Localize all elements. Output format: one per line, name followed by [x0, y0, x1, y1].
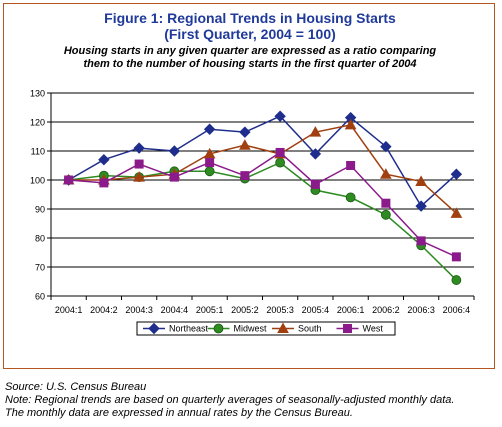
south-data-point	[450, 207, 463, 218]
x-tick-label: 2006:2	[372, 305, 400, 315]
south-series-line	[68, 124, 457, 214]
northeast-data-point	[168, 145, 181, 157]
northeast-data-point	[133, 142, 145, 154]
midwest-data-point	[345, 192, 356, 203]
northeast-series-line	[68, 115, 457, 208]
west-data-point	[451, 252, 461, 262]
west-data-point	[169, 172, 179, 182]
midwest-data-point	[204, 166, 215, 177]
figure-frame: Figure 1: Regional Trends in Housing Sta…	[3, 3, 495, 369]
note-line2: The monthly data are expressed in annual…	[5, 407, 353, 419]
chart-title: Figure 1: Regional Trends in Housing Sta…	[104, 10, 396, 26]
south-data-point	[380, 168, 392, 179]
x-tick-label: 2004:1	[55, 305, 83, 315]
west-data-point	[134, 159, 144, 169]
chart-subtitle-line2: them to the number of housing starts in …	[83, 58, 417, 70]
midwest-data-point	[380, 209, 391, 220]
y-tick-label: 130	[30, 89, 45, 99]
x-tick-label: 2004:4	[161, 305, 189, 315]
south-data-point	[203, 147, 216, 159]
x-tick-label: 2005:3	[266, 305, 294, 315]
x-tick-label: 2004:3	[125, 305, 153, 315]
legend-label-west: West	[363, 324, 384, 334]
northeast-data-point	[415, 200, 427, 212]
west-series-line	[68, 151, 457, 258]
west-data-point	[416, 236, 426, 246]
y-tick-label: 100	[30, 176, 45, 186]
west-data-point	[381, 198, 391, 208]
legend-label-south: South	[298, 324, 322, 334]
northeast-data-point	[450, 168, 463, 180]
west-data-point	[240, 171, 250, 181]
y-tick-label: 120	[30, 118, 45, 128]
northeast-data-point	[274, 110, 286, 122]
x-tick-label: 2005:4	[302, 305, 330, 315]
legend-marker-south	[277, 322, 289, 333]
south-data-point	[309, 126, 322, 137]
west-data-point	[99, 178, 109, 188]
chart-title-line2: (First Quarter, 2004 = 100)	[164, 26, 336, 42]
legend-marker-west	[343, 324, 352, 333]
legend-marker-northeast	[148, 322, 160, 335]
northeast-data-point	[239, 126, 251, 138]
legend-label-northeast: Northeast	[169, 324, 209, 334]
note-line1: Note: Regional trends are based on quart…	[5, 394, 455, 406]
west-data-point	[346, 161, 356, 170]
legend-marker-midwest	[213, 323, 224, 334]
midwest-data-point	[275, 157, 286, 168]
west-data-point	[275, 147, 285, 157]
west-data-point	[205, 158, 215, 168]
x-tick-label: 2005:2	[231, 305, 259, 315]
y-tick-label: 80	[35, 234, 45, 244]
south-data-point	[344, 118, 357, 130]
legend-box	[136, 321, 396, 336]
source-note: Source: U.S. Census Bureau	[5, 381, 147, 393]
south-data-point	[415, 175, 427, 186]
west-data-point	[64, 175, 74, 185]
y-tick-label: 70	[35, 263, 45, 273]
northeast-data-point	[98, 153, 110, 166]
x-tick-label: 2006:3	[407, 305, 435, 315]
y-tick-label: 60	[35, 292, 45, 302]
y-tick-label: 90	[35, 205, 45, 215]
northeast-data-point	[203, 123, 216, 135]
northeast-data-point	[380, 140, 392, 153]
west-data-point	[310, 179, 320, 189]
x-tick-label: 2004:2	[90, 305, 118, 315]
legend-label-midwest: Midwest	[234, 324, 268, 334]
line-chart: 60 70 80 90 100 110 120 130 2004:1 2004:2 2004:3 20…	[30, 89, 475, 336]
northeast-data-point	[309, 148, 322, 160]
south-data-point	[239, 139, 251, 150]
south-data-point	[133, 171, 145, 182]
midwest-data-point	[451, 275, 462, 285]
y-tick-label: 110	[31, 147, 45, 157]
x-tick-label: 2006:1	[337, 305, 365, 315]
chart-subtitle-line1: Housing starts in any given quarter are …	[63, 45, 437, 57]
x-tick-label: 2006:4	[443, 305, 471, 315]
x-tick-label: 2005:1	[196, 305, 224, 315]
